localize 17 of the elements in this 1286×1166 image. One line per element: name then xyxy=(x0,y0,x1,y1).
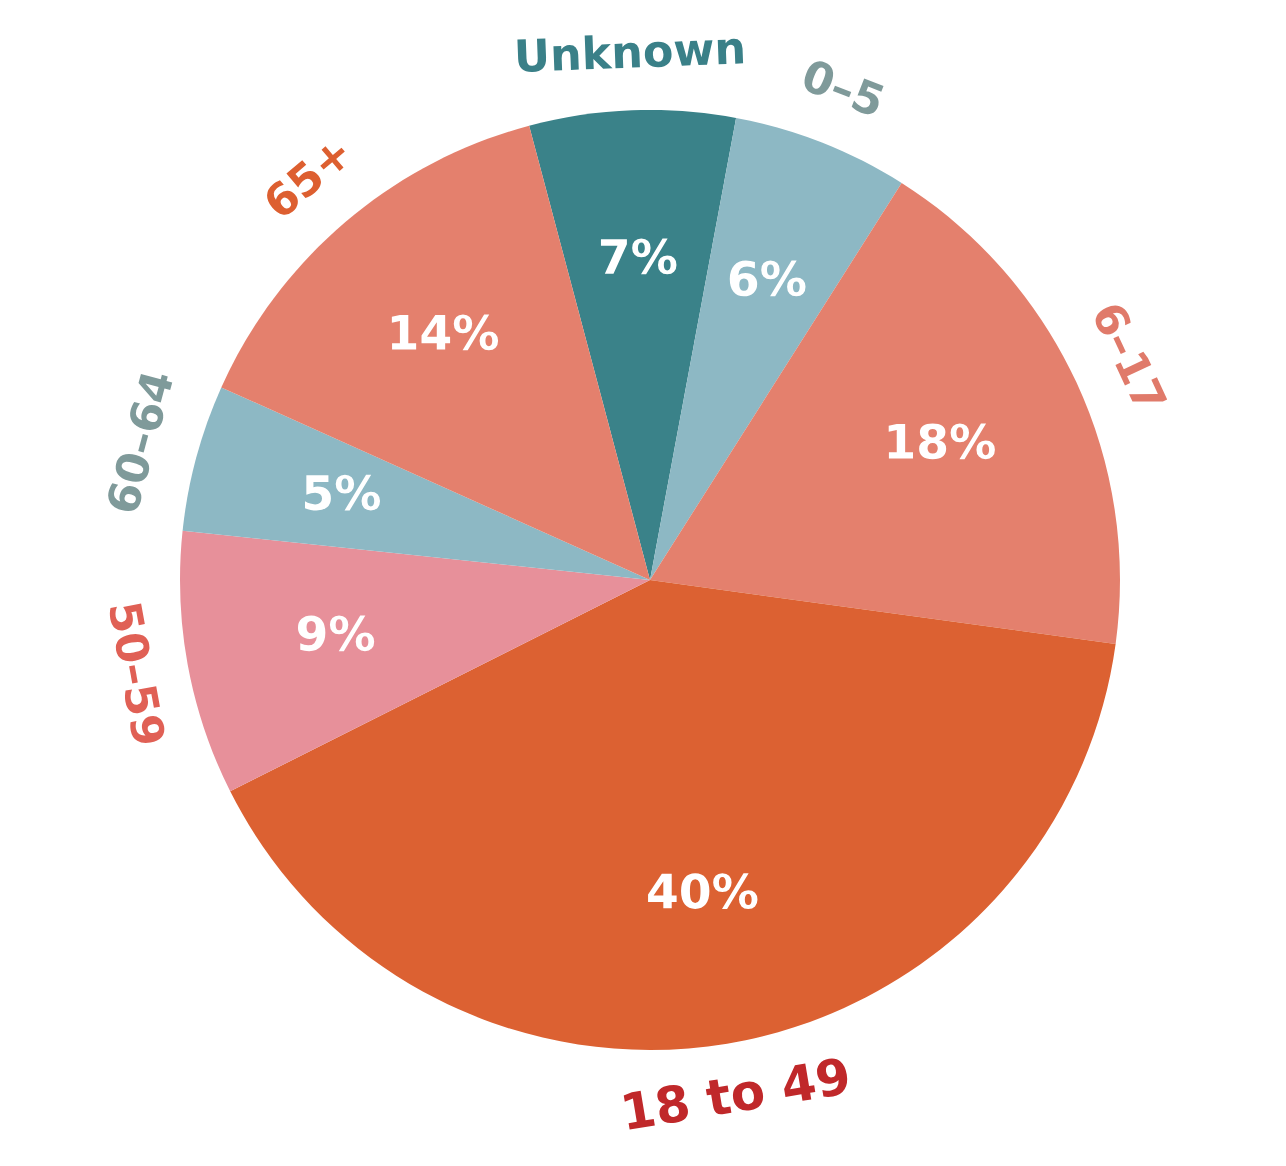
data-label: 40% xyxy=(648,873,758,909)
pie-slice xyxy=(180,530,650,792)
slice-label: 60–64 xyxy=(104,369,175,515)
slice-label: 0–5 xyxy=(800,57,886,118)
pie-slice xyxy=(230,580,1116,1050)
slice-label: 65+ xyxy=(261,135,353,221)
data-label: 14% xyxy=(391,314,499,351)
data-label: 7% xyxy=(600,238,677,275)
data-label: 6% xyxy=(729,260,806,297)
data-label: 5% xyxy=(304,474,381,511)
slice-label: 50–59 xyxy=(108,602,167,746)
slice-label: 18 to 49 xyxy=(623,1056,850,1131)
slice-label: Unknown xyxy=(517,29,744,73)
data-label: 9% xyxy=(297,615,375,652)
slice-label: 6–17 xyxy=(1091,300,1168,414)
pie-slice xyxy=(182,387,650,580)
data-label: 18% xyxy=(888,423,995,460)
